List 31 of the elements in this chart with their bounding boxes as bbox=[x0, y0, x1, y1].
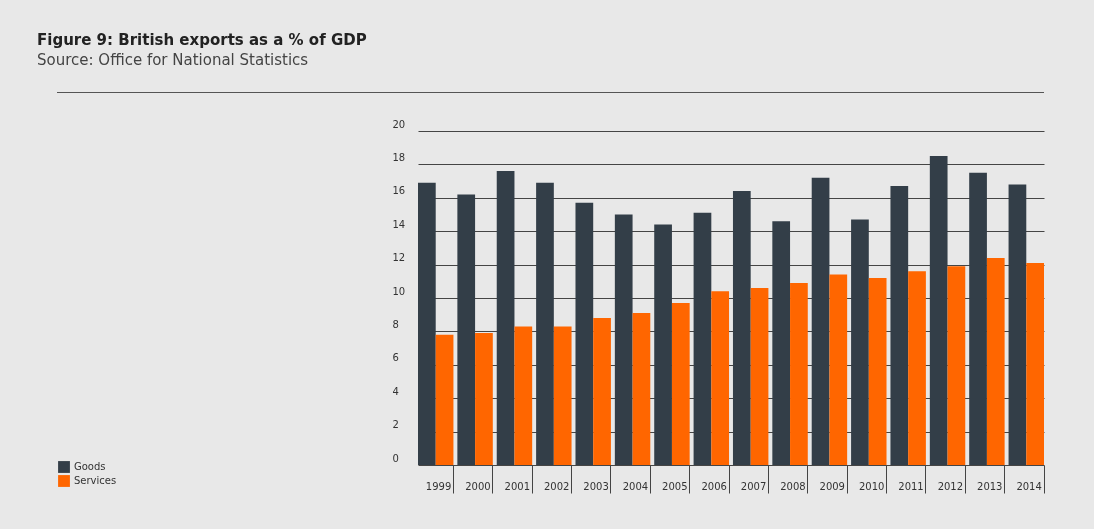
y-tick-label: 14 bbox=[392, 218, 406, 230]
x-tick-label: 2001 bbox=[504, 480, 531, 492]
x-tick-label: 1999 bbox=[425, 480, 452, 492]
x-tick-label: 2014 bbox=[1016, 480, 1042, 492]
x-tick-label: 2013 bbox=[977, 480, 1003, 492]
x-tick-label: 2008 bbox=[780, 480, 806, 492]
y-tick-label: 12 bbox=[392, 252, 406, 264]
y-tick-label: 16 bbox=[392, 185, 406, 197]
x-tick-label: 2011 bbox=[898, 480, 924, 492]
x-tick-label: 2002 bbox=[543, 480, 570, 492]
x-tick-label: 2003 bbox=[583, 480, 609, 492]
y-tick-label: 10 bbox=[392, 285, 406, 297]
legend-label: Services bbox=[74, 475, 117, 486]
y-tick-label: 0 bbox=[392, 452, 399, 464]
y-tick-label: 6 bbox=[392, 352, 399, 364]
x-tick-label: 2007 bbox=[740, 480, 767, 492]
x-tick-label: 2000 bbox=[465, 480, 491, 492]
text: Figure 9: British exports as a % of GDP bbox=[37, 31, 367, 49]
x-tick-label: 2004 bbox=[622, 480, 649, 492]
x-tick-label: 2005 bbox=[662, 480, 688, 492]
y-tick-label: 18 bbox=[392, 151, 406, 163]
x-tick-label: 2006 bbox=[701, 480, 727, 492]
x-tick-label: 2009 bbox=[819, 480, 845, 492]
legend-label: Goods bbox=[74, 461, 106, 472]
y-tick-label: 2 bbox=[392, 419, 399, 431]
y-tick-label: 8 bbox=[392, 318, 399, 330]
y-tick-label: 20 bbox=[392, 118, 406, 130]
x-tick-label: 2012 bbox=[937, 480, 964, 492]
source-note: Source: Office for National Statistics bbox=[37, 51, 310, 69]
y-tick-label: 4 bbox=[392, 385, 399, 397]
x-tick-label: 2010 bbox=[858, 480, 885, 492]
